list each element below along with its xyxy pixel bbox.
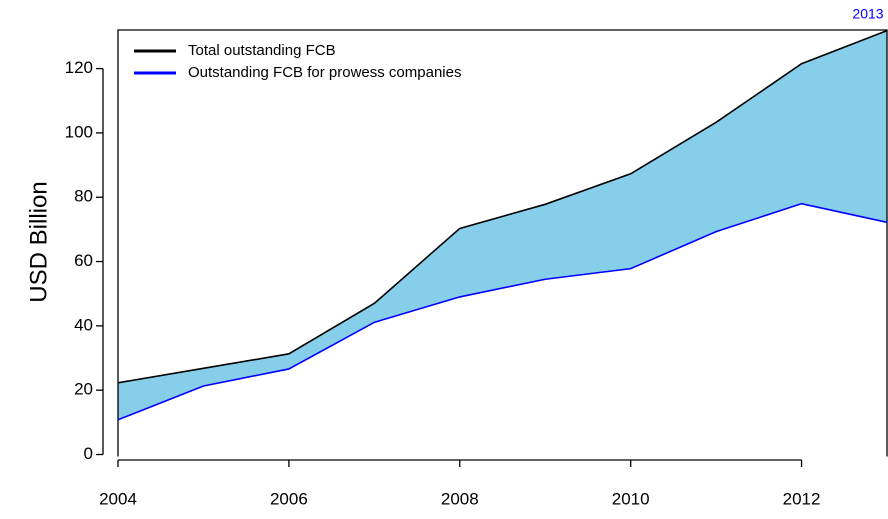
x-tick-label: 2010: [612, 489, 650, 508]
x-tick-label: 2006: [270, 489, 308, 508]
x-tick-label: 2012: [783, 489, 821, 508]
y-tick-label: 100: [65, 122, 93, 141]
legend-label: Total outstanding FCB: [188, 42, 336, 59]
y-axis-label: USD Billion: [25, 181, 52, 302]
series-line: [117, 29, 888, 384]
y-tick-label: 60: [74, 251, 93, 270]
y-tick-label: 40: [74, 315, 93, 334]
y-tick-label: 80: [74, 187, 93, 206]
x-tick-label: 2008: [441, 489, 479, 508]
annotation: 2013: [852, 6, 883, 22]
y-tick-label: 120: [65, 58, 93, 77]
y-tick-label: 0: [84, 444, 93, 463]
band-fill: [118, 30, 887, 420]
plot-frame: [117, 29, 888, 457]
y-tick-label: 20: [74, 380, 93, 399]
x-tick-label: 2004: [99, 489, 137, 508]
legend-label: Outstanding FCB for prowess companies: [188, 64, 461, 81]
series-line: [117, 202, 888, 421]
